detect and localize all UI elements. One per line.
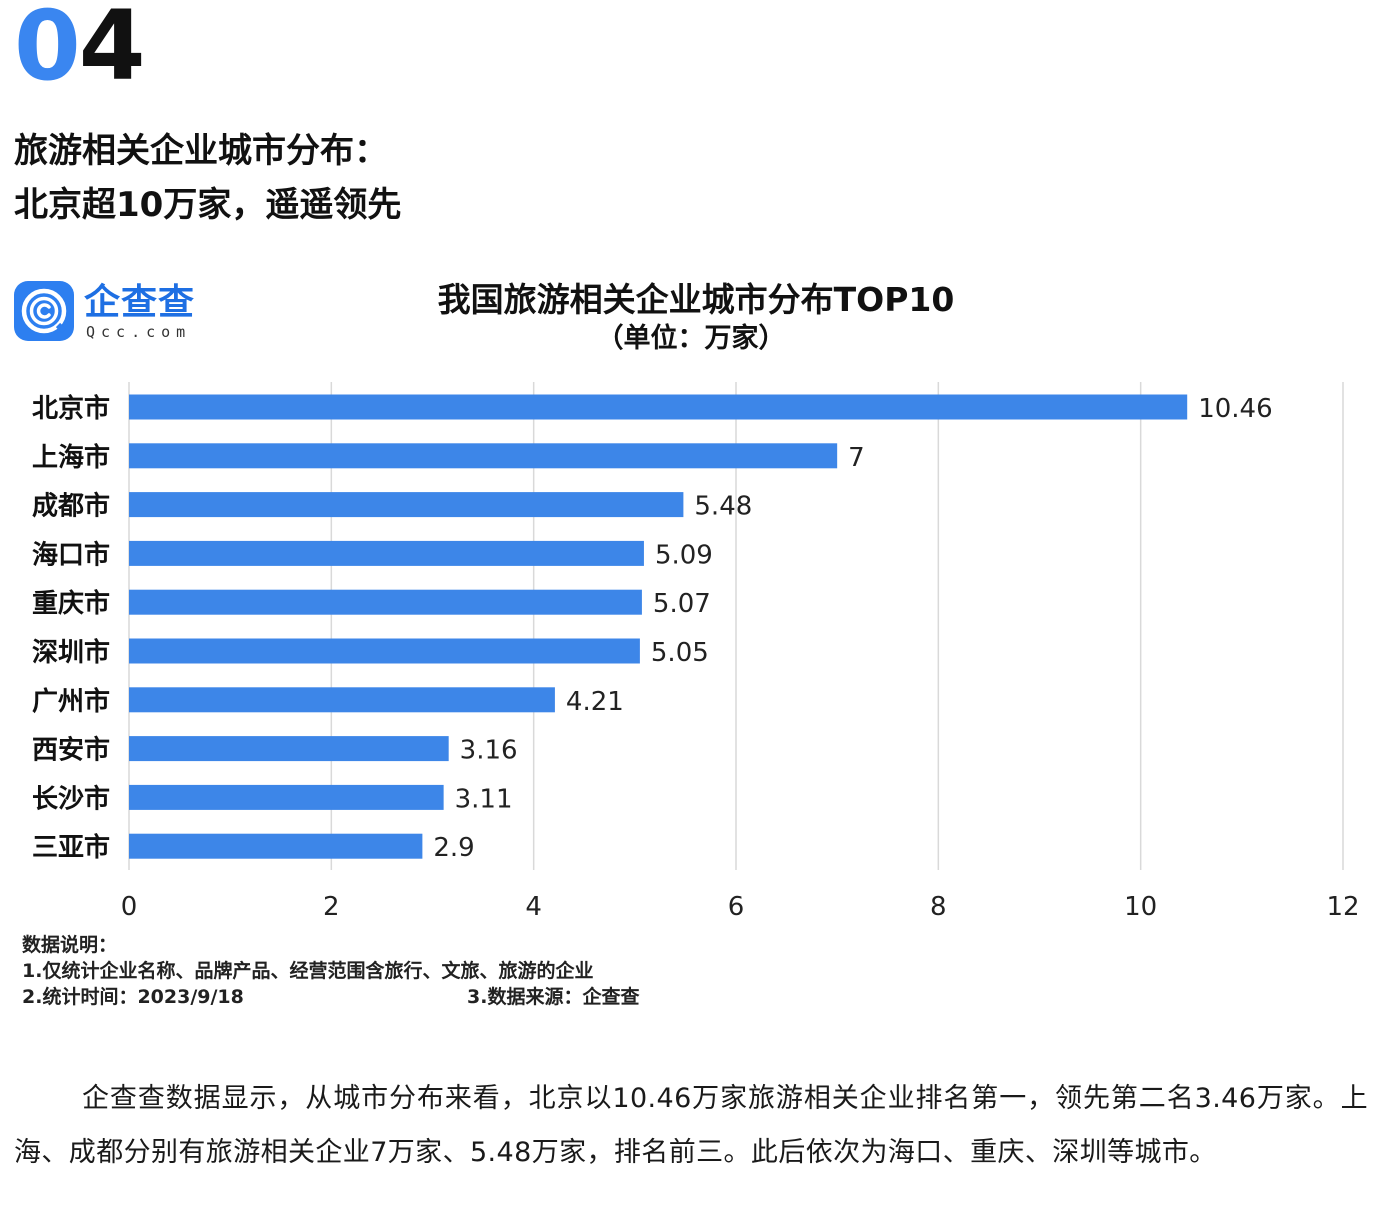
category-label-1: 北京市: [32, 393, 110, 424]
x-tick-label-0: 0: [121, 892, 138, 920]
data-label-2: 7: [848, 443, 865, 473]
notes-line-2: 2.统计时间：2023/9/18: [22, 986, 244, 1008]
bar-9: [129, 784, 444, 810]
x-tick-label-12: 12: [1326, 892, 1359, 920]
data-label-5: 5.07: [653, 589, 711, 619]
headline-line-2: 北京超10万家，遥遥领先: [14, 185, 402, 225]
data-notes: 数据说明： 1.仅统计企业名称、品牌产品、经营范围含旅行、文旅、旅游的企业 2.…: [22, 932, 593, 1010]
category-label-10: 三亚市: [32, 832, 110, 863]
bar-chart: 0 2 4 6 8 10 12 北京市 10.46 上海市 7 成都市 5.48 海口市 5.09 重庆市 5.…: [32, 382, 1360, 920]
bar-2: [129, 443, 838, 469]
bar-4: [129, 540, 644, 566]
category-label-8: 西安市: [32, 735, 110, 766]
headline-line-1: 旅游相关企业城市分布：: [14, 131, 388, 171]
qcc-logo: 企查查 Qcc.com: [14, 281, 214, 343]
category-label-9: 长沙市: [32, 783, 110, 814]
data-label-4: 5.09: [655, 540, 713, 570]
data-label-3: 5.48: [694, 492, 752, 522]
category-label-2: 上海市: [32, 442, 110, 473]
body-paragraph: 企查查数据显示，从城市分布来看，北京以10.46万家旅游相关企业排名第一，领先第…: [14, 1083, 1368, 1168]
bar-6: [129, 638, 640, 664]
x-tick-label-2: 2: [323, 892, 340, 920]
x-tick-label-8: 8: [930, 892, 947, 920]
logo-name: 企查查: [84, 282, 196, 323]
logo-domain: Qcc.com: [86, 323, 192, 341]
category-label-3: 成都市: [32, 491, 110, 522]
bar-1: [129, 394, 1188, 420]
data-label-8: 3.16: [460, 736, 518, 766]
bar-3: [129, 492, 684, 518]
data-label-10: 2.9: [433, 833, 474, 863]
section-number-digit-2: 4: [78, 0, 146, 102]
section-number-digit-1: 0: [14, 0, 81, 102]
category-label-7: 广州市: [32, 686, 110, 717]
data-label-1: 10.46: [1198, 394, 1272, 424]
data-label-7: 4.21: [566, 687, 624, 717]
x-tick-label-10: 10: [1124, 892, 1157, 920]
category-label-4: 海口市: [32, 539, 110, 570]
notes-line-3: 3.数据来源：企查查: [467, 986, 640, 1008]
category-label-5: 重庆市: [32, 588, 110, 619]
qcc-logo-icon: [14, 281, 74, 341]
bar-7: [129, 687, 555, 713]
data-label-6: 5.05: [651, 638, 709, 668]
section-number: 04: [14, 0, 146, 94]
bar-10: [129, 833, 423, 859]
data-label-9: 3.11: [455, 784, 513, 814]
x-tick-label-4: 4: [525, 892, 542, 920]
chart-title: 我国旅游相关企业城市分布TOP10: [437, 280, 955, 319]
chart-subtitle: （单位：万家）: [596, 323, 786, 354]
bar-8: [129, 736, 449, 762]
bar-5: [129, 589, 642, 615]
x-tick-label-6: 6: [728, 892, 745, 920]
notes-line-1: 1.仅统计企业名称、品牌产品、经营范围含旅行、文旅、旅游的企业: [22, 960, 594, 982]
category-label-6: 深圳市: [32, 637, 110, 668]
notes-heading: 数据说明：: [22, 934, 118, 956]
